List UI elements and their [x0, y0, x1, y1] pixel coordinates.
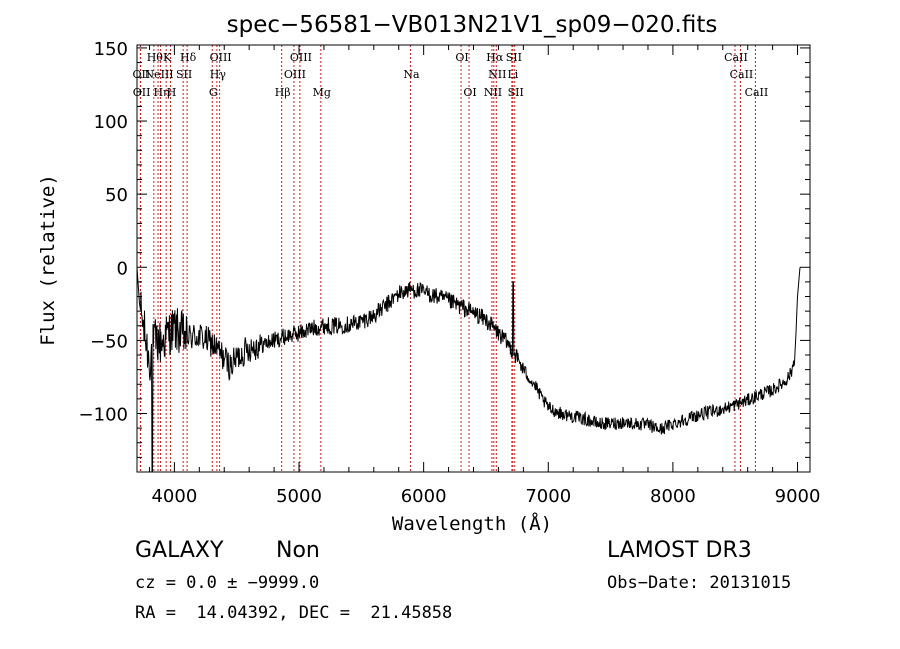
x-tick-label: 5000 [276, 486, 322, 507]
emission-line-label: Hη [153, 86, 169, 99]
y-tick-label: 150 [94, 39, 128, 60]
redshift-cz: cz = 0.0 ± −9999.0 [135, 573, 320, 593]
emission-line-label: Hβ [275, 86, 291, 99]
object-subclass: Non [276, 538, 320, 563]
x-tick-label: 9000 [775, 486, 821, 507]
axis-tick-labels: 4000 5000 6000 7000 8000 9000 150 100 50 0 −50 −100 [79, 39, 821, 507]
emission-line-label: Hγ [210, 68, 227, 81]
x-tick-label: 6000 [401, 486, 447, 507]
x-axis-label: Wavelength (Å) [392, 512, 552, 535]
x-tick-label: 8000 [650, 486, 696, 507]
emission-line-label: H [167, 86, 177, 99]
y-tick-label: −50 [90, 331, 128, 352]
spectrum-line [136, 267, 801, 473]
y-tick-label: 0 [117, 258, 128, 279]
observation-date: Obs−Date: 20131015 [607, 573, 792, 593]
plot-frame [136, 44, 811, 473]
x-tick-label: 4000 [151, 486, 197, 507]
emission-line-label: NeIII [144, 68, 173, 81]
emission-line-label: CaII [724, 51, 748, 64]
emission-line-markers [139, 45, 756, 472]
y-tick-label: −100 [79, 405, 128, 426]
emission-line-label: Li [507, 68, 518, 81]
emission-line-label: Hθ [147, 51, 164, 64]
emission-line-label: OIII [290, 51, 312, 64]
y-tick-label: 50 [105, 185, 128, 206]
emission-line-label: G [209, 86, 218, 99]
emission-line-label: SII [508, 86, 524, 99]
emission-line-label: K [163, 51, 172, 64]
emission-line-label: Hα [486, 51, 504, 64]
y-axis-label: Flux (relative) [37, 174, 59, 346]
emission-line-label: Mg [313, 86, 331, 99]
axis-ticks [137, 45, 810, 473]
x-tick-label: 7000 [525, 486, 571, 507]
emission-line-label: Hδ [180, 51, 197, 64]
emission-line-label: NII [488, 68, 506, 81]
emission-line-label: Na [403, 68, 420, 81]
emission-line-label: SII [176, 68, 192, 81]
y-tick-label: 100 [94, 112, 128, 133]
emission-line-label: CaII [730, 68, 754, 81]
ra-dec: RA = 14.04392, DEC = 21.45858 [135, 603, 453, 623]
emission-line-label: OIII [284, 68, 306, 81]
spectrum-series [136, 267, 801, 473]
object-class: GALAXY [135, 538, 224, 563]
emission-line-label: CaII [745, 86, 769, 99]
emission-line-label: OI [455, 51, 468, 64]
emission-line-label: SII [506, 51, 522, 64]
chart-title: spec−56581−VB013N21V1_sp09−020.fits [227, 12, 718, 38]
emission-line-label: OI [463, 86, 476, 99]
emission-line-labels: OIIOIIHθNeIIIHηKHSIIHδGHγOIIIHβOIIIOIIIM… [133, 51, 769, 99]
emission-line-label: OIII [210, 51, 232, 64]
emission-line-label: OII [133, 86, 151, 99]
emission-line-label: NII [484, 86, 502, 99]
survey-name: LAMOST DR3 [607, 538, 752, 563]
